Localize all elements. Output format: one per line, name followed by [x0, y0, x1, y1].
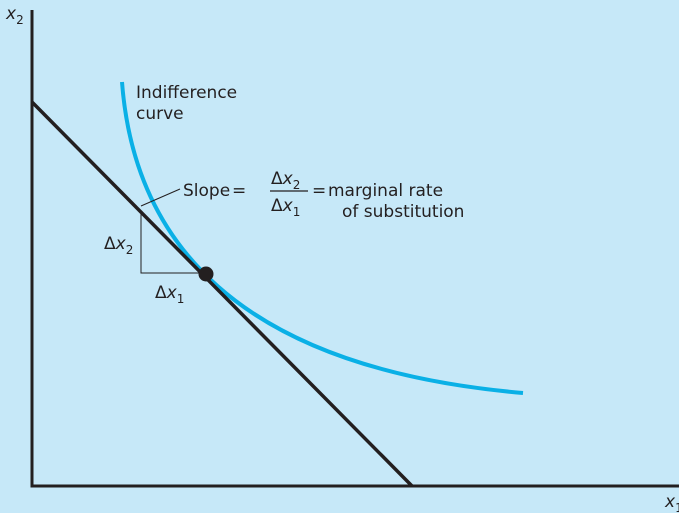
mrs-label-line2: of substitution — [342, 202, 464, 222]
indifference-curve-label-line2: curve — [136, 104, 184, 124]
indifference-curve — [120, 81, 524, 395]
slope-numerator: Δx2 — [271, 169, 300, 192]
tangency-point — [198, 266, 214, 282]
delta-x1-label: Δx1 — [155, 283, 184, 306]
delta-x2-label: Δx2 — [104, 234, 133, 257]
slope-equals-2: = — [312, 181, 326, 201]
slope-leader-line — [140, 188, 181, 207]
y-axis-label: x2 — [5, 4, 24, 27]
tangent-line — [30, 100, 414, 488]
slope-equals-1: = — [232, 181, 246, 201]
slope-prefix: Slope — [183, 181, 230, 201]
x-axis-label: x1 — [664, 492, 679, 513]
slope-triangle — [140, 211, 205, 274]
slope-denominator: Δx1 — [271, 196, 300, 219]
mrs-label-line1: marginal rate — [328, 181, 443, 201]
indifference-curve-label-line1: Indifference — [136, 83, 237, 103]
